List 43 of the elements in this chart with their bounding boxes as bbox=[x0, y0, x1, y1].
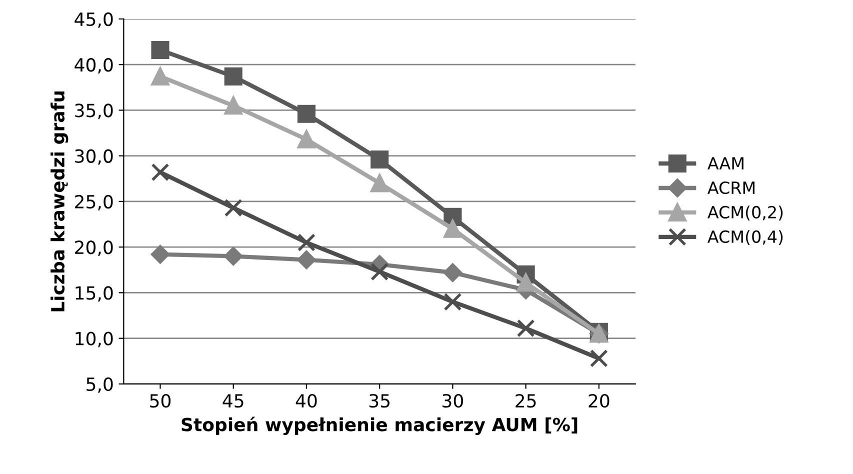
point bbox=[443, 263, 462, 282]
legend-label: ACM(0,4) bbox=[708, 230, 783, 245]
x-tick-label: 25 bbox=[516, 394, 536, 408]
legend-label: ACRM bbox=[708, 181, 754, 194]
point bbox=[370, 262, 389, 281]
point bbox=[297, 250, 316, 270]
y-tick-label: 40,0 bbox=[74, 58, 113, 74]
y-tick-label: 30,0 bbox=[75, 149, 113, 165]
point bbox=[297, 130, 316, 148]
y-tick-label: 20,0 bbox=[75, 240, 113, 256]
point bbox=[590, 349, 608, 368]
x-tick-label: 30 bbox=[442, 394, 463, 408]
point bbox=[444, 292, 462, 311]
y-tick-label: 10,0 bbox=[76, 332, 113, 348]
point bbox=[151, 67, 170, 86]
y-tick-label: 15,0 bbox=[76, 286, 113, 302]
y-tick-label: 25,0 bbox=[75, 194, 113, 210]
y-axis-title: Liczba krawędzi grafu bbox=[50, 91, 68, 312]
point bbox=[224, 246, 243, 266]
x-tick-label: 20 bbox=[588, 394, 610, 408]
point bbox=[516, 274, 535, 292]
x-tick-label: 40 bbox=[296, 394, 317, 408]
point bbox=[370, 150, 389, 169]
point bbox=[224, 198, 242, 217]
x-tick-label: 45 bbox=[222, 394, 244, 408]
point bbox=[151, 40, 170, 60]
x-axis-title: Stopień wypełnienie macierzy AUM [%] bbox=[182, 416, 578, 436]
point bbox=[151, 163, 170, 182]
point bbox=[297, 233, 316, 252]
y-tick-label: 5,0 bbox=[86, 377, 113, 393]
x-tick-label: 35 bbox=[369, 394, 390, 408]
y-tick-label: 35,0 bbox=[75, 104, 113, 120]
legend-label: AAM bbox=[708, 157, 744, 170]
x-tick-label: 50 bbox=[150, 394, 171, 408]
point bbox=[224, 67, 242, 86]
point bbox=[150, 245, 170, 264]
point bbox=[224, 96, 242, 115]
point bbox=[516, 319, 535, 338]
point bbox=[444, 220, 462, 238]
y-tick-label: 45,0 bbox=[74, 12, 113, 28]
point bbox=[370, 174, 389, 192]
legend-label: ACM(0,2) bbox=[708, 206, 783, 220]
point bbox=[297, 104, 316, 123]
